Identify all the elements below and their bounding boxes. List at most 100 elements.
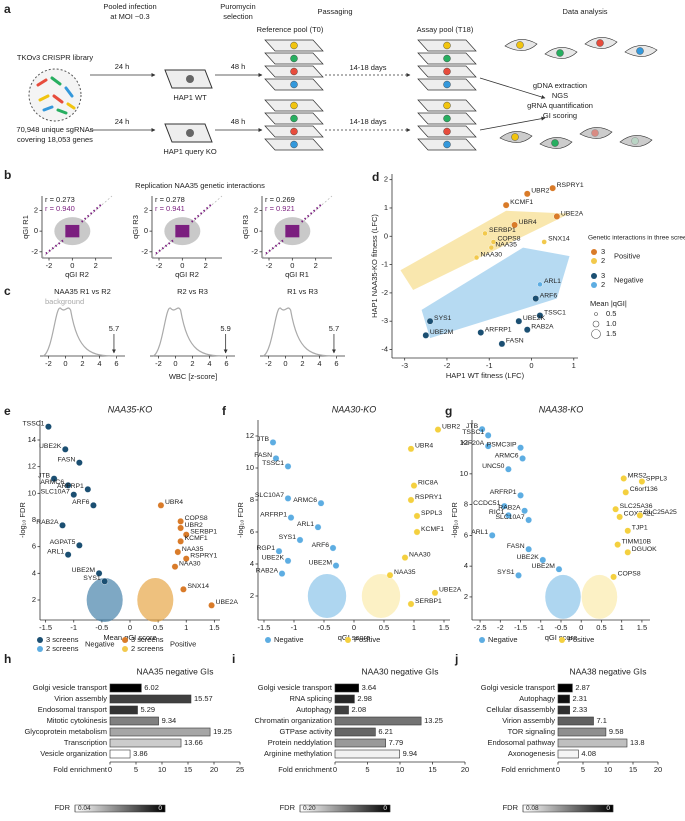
point [624, 527, 632, 535]
point-label: ARFRP1 [485, 326, 512, 333]
bar-label: 9.34 [162, 716, 177, 725]
y-tick-label: -4 [381, 344, 388, 353]
category-label: Golgi vesicle transport [258, 683, 333, 692]
point-label: SNX14 [187, 583, 209, 590]
legend-swatch [37, 646, 43, 652]
cell-nucleus [443, 101, 451, 110]
legend-label: Positive [614, 251, 640, 260]
point [482, 230, 488, 237]
legend-label: 2 screens [46, 644, 79, 653]
cell-nucleus [631, 137, 639, 145]
density-curve [262, 307, 337, 357]
colorbar-tick-label: 0.04 [78, 805, 91, 812]
x-tick-label: 1 [412, 623, 416, 632]
y-tick-label: 2 [464, 592, 468, 601]
x-tick-label: 15 [184, 765, 192, 774]
schematic-label: Puromycin [220, 2, 255, 11]
x-tick-label: -0.5 [318, 623, 331, 632]
legend-swatch [122, 646, 128, 652]
x-tick-label: 1 [572, 361, 576, 370]
category-label: GTPase activity [279, 727, 332, 736]
bar [334, 749, 400, 759]
y-tick-label: 2 [384, 175, 388, 184]
x-tick-label: -1 [537, 623, 544, 632]
bar [109, 727, 211, 737]
point-label: UBE2K [39, 443, 62, 450]
point-label: TSSC1 [544, 309, 566, 316]
x-tick-label: -1.5 [514, 623, 527, 632]
legend-swatch [122, 637, 128, 643]
y-tick-label: -1 [381, 260, 388, 269]
x-tick-label: -2.5 [474, 623, 487, 632]
point-label: SLC25A25 [644, 509, 677, 516]
x-tick-label: 10 [396, 765, 404, 774]
bar [557, 694, 570, 704]
point [64, 551, 72, 559]
bar-label: 2.87 [575, 683, 590, 692]
point [498, 340, 506, 348]
point-cloud [307, 574, 347, 618]
point [488, 244, 495, 251]
point-label: NAA35 [182, 546, 204, 553]
cell-nucleus [516, 41, 524, 49]
colorbar-tick-label: 0.08 [526, 805, 539, 812]
x-tick-label: 20 [461, 765, 469, 774]
schematic-label: TKOv3 CRISPR library [17, 53, 94, 62]
chart-title: NAA30 negative GIs [361, 666, 438, 676]
point [515, 571, 522, 579]
r-all: r = 0.269 [265, 195, 295, 204]
colorbar-label: FDR [503, 803, 519, 812]
point-label: JTB [38, 472, 51, 479]
point-label: NAA30 [179, 560, 201, 567]
x-tick-label: 0 [333, 765, 337, 774]
point-label: SERBP1 [489, 227, 516, 234]
r-gi: r = 0.921 [265, 204, 295, 213]
point [157, 501, 165, 509]
y-tick-label: 12 [460, 438, 468, 447]
point-cloud [545, 574, 581, 619]
schematic-label: gRNA quantification [527, 101, 593, 110]
r-all: r = 0.278 [155, 195, 185, 204]
point [177, 517, 185, 525]
point [177, 524, 185, 532]
point [523, 190, 531, 198]
point [182, 555, 190, 563]
cell-nucleus [551, 139, 559, 147]
y-tick-label: 6 [464, 530, 468, 539]
point-label: DGUOK [632, 546, 657, 553]
point [488, 531, 496, 539]
panel-letter: a [4, 2, 11, 16]
y-tick-label: -2 [31, 247, 38, 256]
point-label: FASN [254, 452, 272, 459]
point [624, 548, 632, 556]
subplot-title: R2 vs R3 [177, 287, 208, 296]
y-tick-label: 2 [32, 595, 36, 604]
legend-label: 3 [601, 271, 605, 280]
x-tick-label: 10 [604, 765, 612, 774]
point [422, 331, 430, 339]
point-label: ARF6 [312, 542, 330, 549]
point-label: RAB2A [498, 505, 521, 512]
bar [557, 727, 607, 737]
subplot-title: R1 vs R3 [287, 287, 318, 296]
category-label: Arginine methylation [264, 749, 332, 758]
schematic-label: at MOI ~0.3 [110, 12, 149, 21]
point-cloud [137, 578, 174, 622]
colorbar-tick-label: 0 [158, 805, 162, 812]
point-label: UBR2 [442, 423, 460, 430]
point-label: UBE2A [561, 210, 584, 217]
point-label: ARF6 [540, 292, 558, 299]
category-label: Golgi vesicle transport [481, 683, 556, 692]
point-label: PSMC3IP [487, 441, 517, 448]
bar-label: 2.33 [573, 705, 588, 714]
legend-label: Negative [488, 635, 518, 644]
point [272, 454, 280, 462]
point [536, 312, 544, 319]
point-label: NAA35 [495, 241, 517, 248]
bar-label: 5.29 [141, 705, 156, 714]
point [636, 511, 644, 519]
category-label: Cellular disassembly [486, 705, 555, 714]
point-label: JTB [466, 423, 479, 430]
x-tick-label: 1 [184, 623, 188, 632]
schematic-label: 24 h [115, 117, 130, 126]
